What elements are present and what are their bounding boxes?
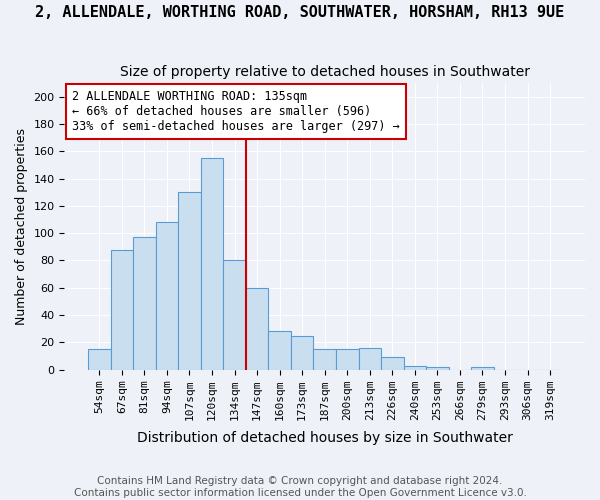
- X-axis label: Distribution of detached houses by size in Southwater: Distribution of detached houses by size …: [137, 431, 512, 445]
- Bar: [110, 250, 133, 370]
- Text: 2 ALLENDALE WORTHING ROAD: 135sqm
← 66% of detached houses are smaller (596)
33%: 2 ALLENDALE WORTHING ROAD: 135sqm ← 66% …: [72, 90, 400, 133]
- Text: 2, ALLENDALE, WORTHING ROAD, SOUTHWATER, HORSHAM, RH13 9UE: 2, ALLENDALE, WORTHING ROAD, SOUTHWATER,…: [35, 5, 565, 20]
- Bar: [336, 349, 359, 370]
- Bar: [178, 192, 201, 370]
- Y-axis label: Number of detached properties: Number of detached properties: [15, 128, 28, 325]
- Bar: [268, 332, 291, 370]
- Bar: [291, 336, 313, 370]
- Bar: [246, 288, 268, 370]
- Bar: [426, 367, 449, 370]
- Bar: [133, 237, 155, 370]
- Bar: [359, 348, 381, 370]
- Title: Size of property relative to detached houses in Southwater: Size of property relative to detached ho…: [120, 65, 530, 79]
- Text: Contains HM Land Registry data © Crown copyright and database right 2024.
Contai: Contains HM Land Registry data © Crown c…: [74, 476, 526, 498]
- Bar: [471, 367, 494, 370]
- Bar: [404, 366, 426, 370]
- Bar: [201, 158, 223, 370]
- Bar: [155, 222, 178, 370]
- Bar: [223, 260, 246, 370]
- Bar: [381, 358, 404, 370]
- Bar: [313, 349, 336, 370]
- Bar: [88, 349, 110, 370]
